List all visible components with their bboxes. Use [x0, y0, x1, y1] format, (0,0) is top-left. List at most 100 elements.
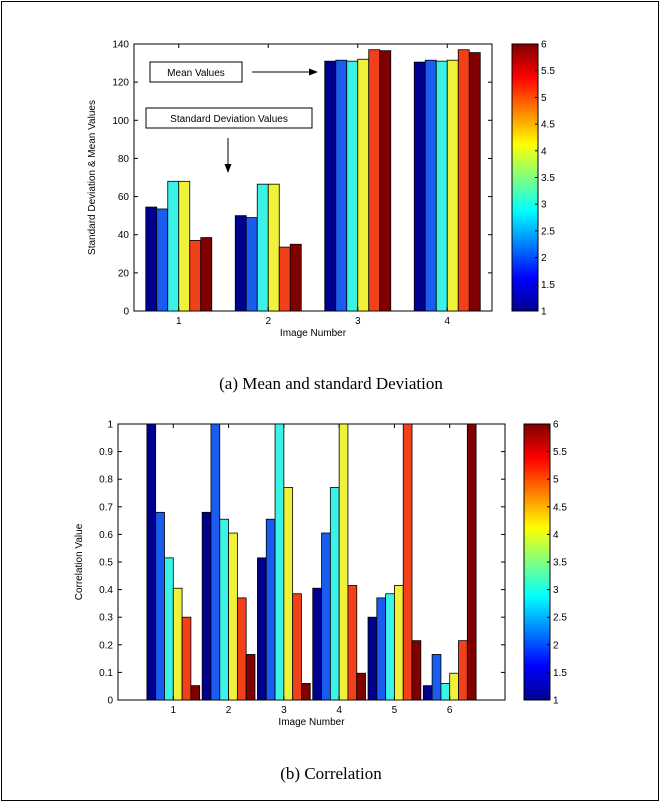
x-tick-label: 2	[226, 705, 232, 716]
bar	[338, 423, 349, 701]
y-tick-label: 0	[123, 307, 129, 318]
y-axis-label: Correlation Value	[74, 523, 85, 600]
plot-area-a	[133, 43, 493, 312]
x-tick-label: 1	[176, 316, 182, 327]
colorbar-tick-label: 6	[541, 40, 547, 51]
bar	[267, 183, 280, 312]
bar	[167, 180, 180, 312]
bar	[446, 59, 459, 312]
bar	[201, 511, 212, 701]
bar	[178, 180, 191, 312]
bar	[172, 587, 183, 701]
colorbar-tick-label: 3.5	[541, 173, 555, 184]
x-tick-label: 4	[336, 705, 342, 716]
bar	[301, 683, 311, 701]
caption-a: (a) Mean and standard Deviation	[219, 374, 443, 393]
bar	[245, 654, 256, 701]
colorbar-tick-label: 5	[541, 93, 547, 104]
y-tick-label: 100	[112, 116, 129, 127]
x-tick-label: 6	[447, 705, 453, 716]
bar	[219, 518, 229, 701]
x-tick-label: 4	[444, 316, 450, 327]
bar	[385, 593, 395, 701]
colorbar-tick-label: 5.5	[541, 66, 555, 77]
bar	[155, 511, 165, 701]
bar	[346, 60, 359, 312]
bar	[257, 557, 267, 701]
y-tick-label: 0.5	[99, 558, 113, 569]
colorbar-tick-label: 3	[553, 585, 559, 596]
bar	[458, 640, 468, 701]
bar	[368, 49, 381, 312]
colorbar-tick-label: 4	[553, 530, 559, 541]
bar	[422, 685, 433, 701]
bar	[356, 672, 366, 701]
bar	[245, 217, 258, 312]
x-axis-label: Image Number	[280, 328, 347, 339]
y-tick-label: 140	[112, 40, 129, 51]
caption-b: (b) Correlation	[280, 764, 382, 783]
bar	[164, 557, 174, 701]
x-tick-label: 3	[355, 316, 361, 327]
colorbar-tick-label: 2	[541, 253, 547, 264]
y-tick-label: 0.4	[99, 585, 113, 596]
colorbar-tick-label: 1	[541, 307, 547, 318]
bar	[234, 215, 247, 312]
y-tick-label: 60	[118, 192, 130, 203]
bar	[189, 240, 202, 312]
bar	[329, 487, 340, 701]
y-tick-label: 0.3	[99, 613, 113, 624]
y-tick-label: 80	[118, 154, 130, 165]
y-tick-label: 0.1	[99, 668, 113, 679]
bar	[200, 237, 213, 312]
bar	[256, 183, 269, 312]
bar	[449, 672, 459, 701]
y-tick-label: 0.9	[99, 447, 113, 458]
x-tick-label: 1	[171, 705, 177, 716]
std-arrow-head	[224, 164, 232, 173]
x-tick-label: 3	[281, 705, 287, 716]
bar	[379, 50, 392, 312]
mean-arrow-head	[309, 68, 318, 76]
bar	[357, 58, 370, 312]
y-tick-label: 0.6	[99, 530, 113, 541]
bar	[335, 59, 348, 312]
colorbar-tick-label: 1.5	[553, 668, 567, 679]
bar	[289, 243, 302, 312]
bar	[431, 654, 442, 701]
y-axis-label: Standard Deviation & Mean Values	[87, 100, 98, 255]
bar	[367, 616, 378, 701]
y-tick-label: 40	[118, 230, 130, 241]
y-tick-label: 0	[107, 696, 113, 707]
y-tick-label: 20	[118, 268, 130, 279]
colorbar-tick-label: 4.5	[553, 502, 567, 513]
colorbar-tick-label: 6	[553, 420, 559, 431]
bar	[283, 487, 294, 701]
colorbar-tick-label: 2	[553, 640, 559, 651]
colorbar-tick-label: 5	[553, 475, 559, 486]
mean-values-label: Mean Values	[167, 68, 225, 79]
colorbar-b	[523, 423, 551, 701]
bar	[228, 532, 238, 701]
bar	[145, 206, 158, 312]
colorbar-tick-label: 2.5	[553, 613, 567, 624]
mean-values-box	[149, 61, 243, 83]
bar	[146, 423, 157, 701]
bar	[457, 49, 470, 312]
y-tick-label: 120	[112, 78, 129, 89]
bar	[376, 597, 387, 701]
bar	[265, 518, 276, 701]
bar	[236, 597, 247, 701]
y-tick-label: 0.2	[99, 640, 113, 651]
colorbar-tick-label: 2.5	[541, 226, 555, 237]
bar	[156, 208, 169, 312]
y-tick-label: 0.7	[99, 502, 113, 513]
bar	[402, 423, 413, 701]
colorbar-tick-label: 3	[541, 200, 547, 211]
y-tick-label: 0.8	[99, 475, 113, 486]
colorbar-tick-label: 4.5	[541, 120, 555, 131]
bar	[210, 423, 221, 701]
std-values-label: Standard Deviation Values	[170, 114, 288, 125]
